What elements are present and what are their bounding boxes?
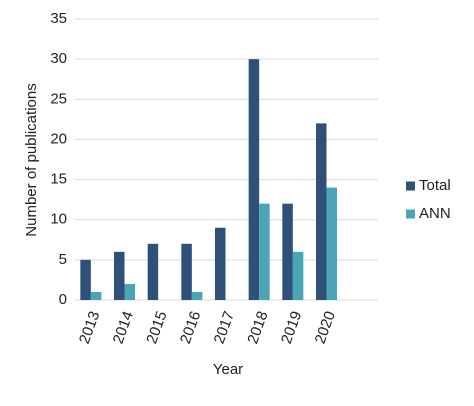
legend-swatch bbox=[406, 209, 415, 219]
x-tick-label: 2018 bbox=[244, 309, 271, 346]
y-tick-label: 25 bbox=[50, 90, 67, 107]
bar bbox=[248, 59, 260, 301]
legend-label: ANN bbox=[419, 205, 451, 222]
y-tick-label: 5 bbox=[59, 251, 67, 268]
bar bbox=[90, 291, 102, 300]
bar bbox=[259, 203, 270, 300]
x-tick-label: 2017 bbox=[211, 309, 238, 346]
bar bbox=[114, 251, 125, 300]
bar bbox=[292, 251, 304, 300]
x-tick-label: 2020 bbox=[312, 309, 339, 346]
x-tick-label: 2016 bbox=[177, 309, 204, 346]
bar bbox=[80, 259, 91, 300]
x-axis-label: Year bbox=[213, 361, 243, 378]
bar bbox=[316, 123, 327, 300]
x-tick-label: 2014 bbox=[110, 309, 137, 346]
y-tick-label: 30 bbox=[50, 50, 67, 67]
bar bbox=[191, 291, 203, 300]
y-axis-label: Number of publications bbox=[23, 83, 40, 236]
x-tick-label: 2015 bbox=[143, 309, 170, 346]
x-tick-label: 2013 bbox=[76, 309, 103, 346]
bar bbox=[124, 283, 135, 300]
legend-swatch bbox=[406, 181, 415, 191]
legend-label: Total bbox=[419, 177, 451, 194]
y-tick-label: 20 bbox=[50, 130, 67, 147]
y-tick-label: 10 bbox=[50, 211, 67, 228]
y-tick-label: 15 bbox=[50, 171, 67, 188]
bar bbox=[215, 227, 226, 300]
bar bbox=[282, 203, 293, 300]
y-tick-label: 35 bbox=[50, 10, 67, 27]
y-tick-label: 0 bbox=[59, 291, 67, 308]
x-tick-label: 2019 bbox=[278, 309, 305, 346]
bar bbox=[147, 243, 159, 300]
bar bbox=[181, 243, 192, 300]
bar bbox=[326, 187, 337, 300]
